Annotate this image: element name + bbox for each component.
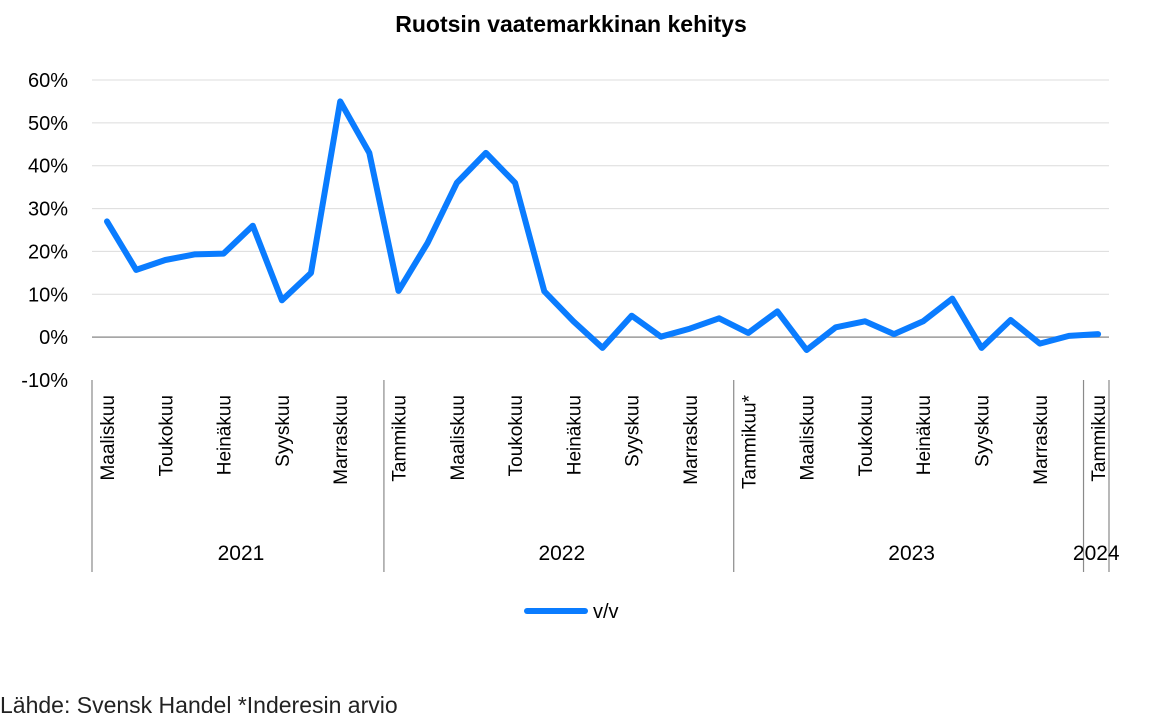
x-tick-label: Toukokuu [506,395,527,476]
x-tick-label: Marraskuu [331,395,352,485]
x-tick-label: Maaliskuu [798,395,819,481]
series-group [104,98,1102,353]
source-note: Lähde: Svensk Handel *Inderesin arvio [0,692,398,718]
legend-label: v/v [593,601,619,623]
y-tick-label: 60% [28,70,68,92]
x-tick-label: Tammikuu [390,395,411,482]
y-tick-label: 40% [28,156,68,178]
year-label: 2024 [1073,542,1120,565]
x-tick-label: Tammikuu [1089,395,1110,482]
x-tick-label: Marraskuu [1031,395,1052,485]
year-label: 2023 [888,542,935,565]
x-tick-label: Maaliskuu [448,395,469,481]
x-tick-label: Heinäkuu [914,395,935,475]
x-tick-label: Marraskuu [681,395,702,485]
series-line-vv [104,98,1102,353]
y-tick-label: 20% [28,241,68,263]
x-tick-label: Toukokuu [856,395,877,476]
x-tick-label: Syyskuu [623,395,644,467]
x-axis: Maaliskuu Toukokuu Heinäkuu Syyskuu Marrasku… [91,380,1120,572]
chart-title: Ruotsin vaatemarkkinan kehitys [395,11,747,37]
x-tick-label: Heinäkuu [215,395,236,475]
legend: v/v [524,601,619,623]
y-tick-label: -10% [21,370,68,392]
y-tick-label: 30% [28,199,68,221]
y-tick-label: 50% [28,113,68,135]
year-label: 2022 [538,542,585,565]
year-label: 2021 [218,542,265,565]
x-tick-label: Tammikuu* [739,394,760,489]
x-tick-label: Syyskuu [273,395,294,467]
x-tick-label: Toukokuu [156,395,177,476]
x-tick-label: Heinäkuu [564,395,585,475]
y-axis: -10% 0% 10% 20% 30% 40% 50% 60% [21,70,68,392]
x-tick-label: Maaliskuu [98,395,119,481]
x-tick-label: Syyskuu [973,395,994,467]
y-tick-label: 10% [28,284,68,306]
y-tick-label: 0% [39,327,68,349]
gridlines [92,79,1109,338]
line-chart: Ruotsin vaatemarkkinan kehitys -10% 0% 10%… [21,11,1120,623]
